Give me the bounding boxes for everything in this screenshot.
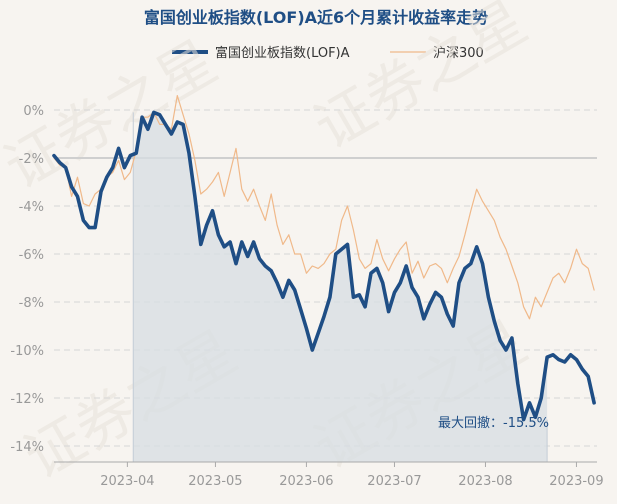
x-tick-label: 2023-09	[549, 474, 603, 489]
drawdown-area	[132, 112, 548, 463]
chart-title: 富国创业板指数(LOF)A近6个月累计收益率走势	[144, 8, 488, 27]
legend-label-fund: 富国创业板指数(LOF)A	[215, 45, 350, 61]
x-tick-label: 2023-08	[458, 474, 512, 489]
drawdown-annotation: 最大回撤：-15.5%	[438, 415, 549, 431]
series-lines	[52, 94, 596, 422]
y-tick-label: -2%	[19, 152, 44, 167]
y-tick-label: -12%	[10, 392, 44, 407]
x-tick-label: 2023-04	[100, 474, 154, 489]
drawdown-fill	[133, 112, 548, 463]
legend: 富国创业板指数(LOF)A 沪深300	[172, 45, 484, 61]
x-tick-label: 2023-07	[367, 474, 421, 489]
y-tick-label: -10%	[10, 344, 44, 359]
y-tick-label: 0%	[23, 104, 44, 119]
axes: 0% -2% -4% -6% -8% -10% -12% -14% 2023-04 2023-05…	[10, 104, 603, 489]
legend-label-index: 沪深300	[433, 45, 484, 61]
x-tick-label: 2023-05	[188, 474, 242, 489]
y-tick-label: -8%	[19, 296, 44, 311]
x-tick-label: 2023-06	[279, 474, 333, 489]
y-tick-label: -4%	[19, 200, 44, 215]
series-line-fund	[52, 110, 596, 422]
y-tick-label: -6%	[19, 248, 44, 263]
y-tick-label: -14%	[10, 440, 44, 455]
